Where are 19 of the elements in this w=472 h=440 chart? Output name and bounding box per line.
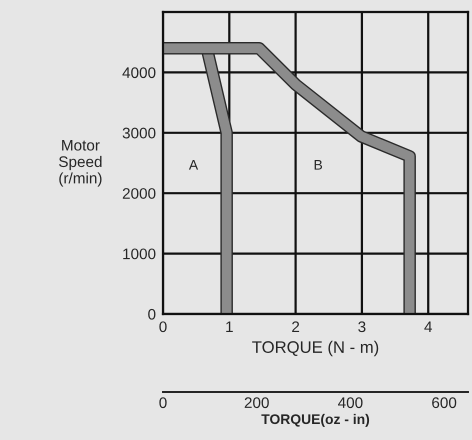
x-tick-label: 4 xyxy=(424,322,432,332)
y-tick-label: 3000 xyxy=(122,128,156,138)
annotation: B xyxy=(314,160,322,170)
y-axis-title: Motor Speed (r/min) xyxy=(59,140,102,187)
x-tick-label: 1 xyxy=(226,322,233,332)
x-axis-title: TORQUE (N - m) xyxy=(252,340,378,356)
x2-tick-label: 400 xyxy=(338,397,363,408)
x-tick-label: 0 xyxy=(159,321,167,332)
x2-axis-title: TORQUE(oz - in) xyxy=(261,414,370,427)
x2-tick-label: 0 xyxy=(159,397,167,408)
y-tick-label: 0 xyxy=(148,308,156,320)
x-tick-label: 2 xyxy=(292,321,300,332)
y-tick-label: 1000 xyxy=(123,248,156,260)
y-tick-label: 4000 xyxy=(122,67,156,78)
x-tick-label: 3 xyxy=(358,321,366,332)
x2-tick-label: 600 xyxy=(432,397,456,408)
y-tick-label: 2000 xyxy=(122,188,156,199)
annotation: A xyxy=(188,160,198,170)
x2-tick-label: 200 xyxy=(244,397,269,408)
